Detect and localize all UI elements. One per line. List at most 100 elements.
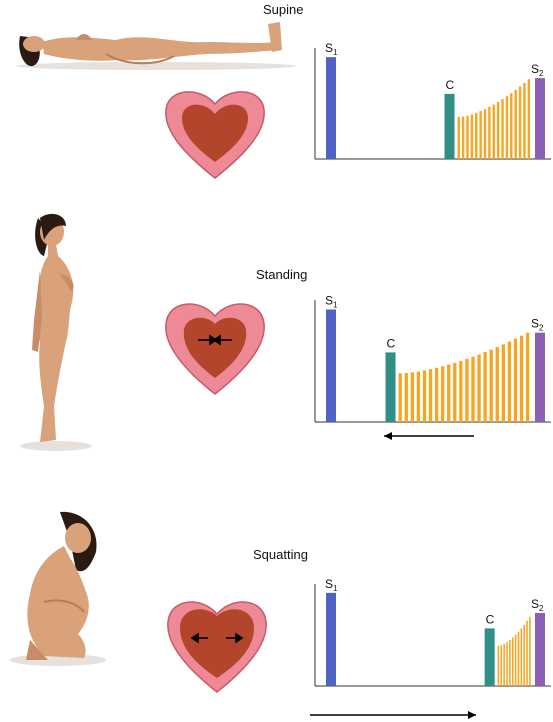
s1-label: S1 [325, 41, 338, 57]
woman-standing-figure [20, 213, 92, 451]
s1-label: S1 [325, 293, 338, 309]
woman-squatting-figure [10, 511, 106, 666]
s1-bar [326, 309, 336, 422]
panel-standing: Standing S1 S2 C [0, 190, 553, 460]
shift-right-arrow-icon [310, 711, 476, 719]
murmur-bar [523, 82, 526, 159]
murmur-bar [496, 101, 500, 159]
murmur-bars [398, 332, 530, 422]
click-label: C [446, 78, 455, 92]
click-label: C [486, 612, 495, 626]
murmur-bar [477, 354, 481, 422]
shift-left-arrow-icon [384, 432, 474, 440]
murmur-bar [404, 372, 408, 422]
s1-label-main: S [325, 577, 333, 591]
murmur-bar [507, 341, 512, 422]
s2-label: S2 [531, 62, 544, 78]
s1-label-main: S [325, 41, 333, 55]
heart-cross-section-icon [165, 303, 265, 395]
s2-label: S2 [531, 597, 544, 613]
murmur-bar [489, 349, 493, 422]
s1-label-sub: 1 [333, 584, 338, 593]
murmur-bar [471, 356, 475, 422]
murmur-bar [505, 96, 509, 159]
murmur-bar [520, 628, 523, 686]
s2-label-main: S [531, 317, 539, 331]
s2-label: S2 [531, 317, 544, 333]
murmur-bar [428, 369, 433, 422]
murmur-bar [459, 360, 463, 422]
murmur-bar [527, 79, 531, 159]
heart-cross-section-icon [165, 91, 265, 179]
click-bar [484, 628, 495, 686]
arrow-head [384, 432, 392, 440]
chart-axes [314, 300, 551, 423]
murmur-bar [519, 335, 524, 422]
murmur-bar [526, 620, 528, 686]
murmur-bars [497, 616, 531, 686]
murmur-bar [506, 642, 508, 686]
s2-bar [535, 613, 545, 686]
murmur-bar [461, 116, 465, 159]
murmur-bar [453, 362, 457, 422]
murmur-bar [440, 366, 445, 422]
inward-arrows-icon [198, 334, 232, 346]
murmur-bar [488, 106, 491, 159]
s2-label-sub: 2 [539, 604, 544, 613]
s1-label-main: S [325, 293, 333, 307]
s1-label-sub: 1 [333, 300, 338, 309]
murmur-bar [509, 639, 511, 686]
murmur-bar [475, 112, 478, 159]
murmur-bar [518, 86, 522, 159]
murmur-bar [501, 99, 504, 159]
murmur-bar [529, 616, 531, 686]
arrow-head [468, 711, 476, 719]
s2-label-main: S [531, 597, 539, 611]
murmur-bar [483, 109, 487, 159]
murmur-bar [517, 631, 520, 686]
murmur-bar [483, 352, 487, 422]
panel-title-squatting: Squatting [253, 547, 308, 562]
murmur-bar [492, 104, 495, 159]
murmur-bar [479, 111, 482, 159]
outward-arrows-icon [190, 632, 244, 644]
s2-bar [535, 332, 545, 422]
murmur-bars [457, 79, 531, 159]
s1-label-sub: 1 [333, 48, 338, 57]
murmur-bar [511, 637, 514, 686]
murmur-bar [416, 371, 421, 422]
panel-title-supine: Supine [263, 2, 304, 17]
murmur-bar [497, 645, 500, 686]
murmur-bar [495, 347, 499, 422]
chart-supine: S1 S2 C [310, 32, 553, 162]
murmur-bar [434, 367, 439, 422]
murmur-bar [457, 117, 460, 159]
murmur-bar [503, 643, 505, 686]
murmur-bar [501, 344, 506, 422]
woman-lying-supine-figure [16, 22, 296, 70]
s1-bar [326, 592, 336, 686]
s2-label-sub: 2 [539, 324, 544, 333]
murmur-bar [422, 370, 427, 422]
s1-label: S1 [325, 577, 338, 593]
heart-cross-section-icon [167, 601, 267, 693]
panel-squatting: Squatting S1 S2 C [0, 460, 553, 722]
murmur-bar [398, 373, 402, 422]
click-label: C [387, 336, 396, 350]
murmur-bar [514, 634, 517, 686]
murmur-bar [465, 358, 469, 422]
murmur-bar [525, 332, 530, 422]
click-bar [444, 93, 455, 159]
s1-bar [326, 57, 336, 159]
s2-label-sub: 2 [539, 69, 544, 78]
murmur-bar [447, 364, 451, 422]
murmur-bar [513, 338, 518, 422]
murmur-bar [514, 89, 517, 159]
click-bar [385, 352, 396, 422]
murmur-bar [500, 645, 503, 686]
panel-title-standing: Standing [256, 267, 308, 282]
chart-squatting: S1 S2 C [310, 570, 553, 722]
s2-bar [535, 78, 545, 159]
panel-supine: Supine S1 S2 C [0, 0, 553, 190]
murmur-bar [410, 372, 414, 422]
